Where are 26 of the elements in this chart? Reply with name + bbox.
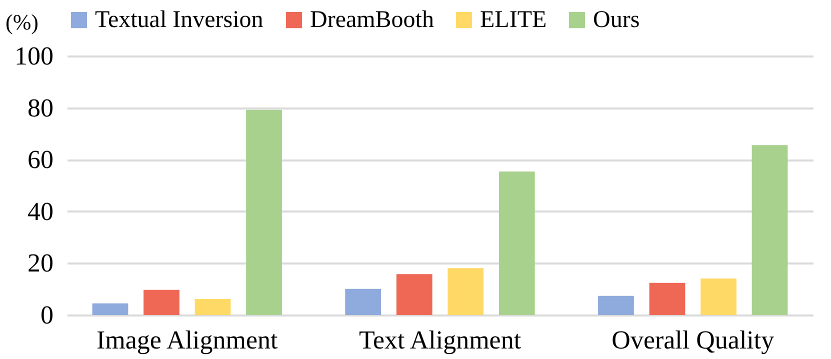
y-tick-label: 0 [40,300,54,330]
legend-label: Ours [593,7,640,33]
y-axis-title: (%) [6,10,38,34]
legend-label: DreamBooth [310,7,434,33]
y-tick-label: 80 [28,93,54,122]
y-tick-label: 100 [14,42,54,70]
bar [598,296,634,315]
legend-label: ELITE [480,7,547,33]
bar [448,268,484,315]
x-tick-label: Image Alignment [96,326,279,354]
x-tick-label: Overall Quality [612,326,774,354]
y-tick-label: 20 [28,248,54,278]
bar [144,290,180,315]
bar [194,298,231,315]
bar [498,172,535,315]
bar [649,282,686,315]
bar [345,288,382,315]
bar [92,303,128,315]
y-tick-label: 40 [28,196,54,226]
bar [752,145,788,315]
x-tick-label: Text Alignment [358,326,522,354]
bar [700,278,736,315]
bar [396,274,432,315]
legend-label: Textual Inversion [95,7,264,33]
bar [246,110,282,315]
y-tick-label: 60 [28,145,54,174]
